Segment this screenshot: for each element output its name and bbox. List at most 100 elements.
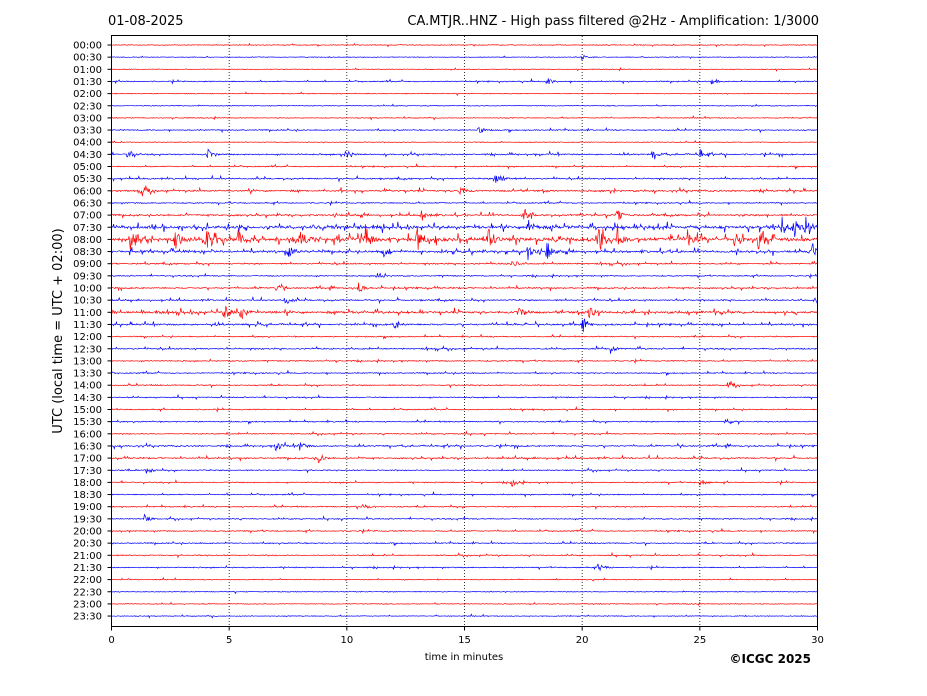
y-tick-label: 15:30 <box>73 417 102 428</box>
x-tick-label: 10 <box>340 635 353 646</box>
y-tick-label: 00:30 <box>73 53 102 64</box>
trace-2130 <box>111 563 818 572</box>
vertical-grid <box>228 36 701 626</box>
y-tick-label: 17:00 <box>73 454 102 465</box>
y-tick-label: 04:00 <box>73 138 102 149</box>
trace-0330 <box>111 126 818 134</box>
y-tick-label: 12:30 <box>73 344 102 355</box>
trace-1730 <box>111 466 818 474</box>
trace-1330 <box>111 369 818 377</box>
trace-0530 <box>111 174 818 183</box>
trace-2300 <box>111 601 818 607</box>
x-tick-label: 15 <box>458 635 471 646</box>
trace-0930 <box>111 272 818 280</box>
trace-0400 <box>111 139 818 144</box>
y-tick-label: 04:30 <box>73 150 102 161</box>
y-tick-label: 08:30 <box>73 247 102 258</box>
copyright-label: ©ICGC 2025 <box>729 652 811 666</box>
trace-2230 <box>111 590 818 595</box>
y-tick-label: 12:00 <box>73 332 102 343</box>
trace-1000 <box>111 282 818 292</box>
y-tick-label: 21:30 <box>73 563 102 574</box>
trace-0600 <box>111 185 818 197</box>
trace-0900 <box>111 260 818 267</box>
trace-1600 <box>111 430 818 437</box>
x-axis-label: time in minutes <box>425 652 504 663</box>
trace-1630 <box>111 441 818 452</box>
y-axis-label: UTC (local time = UTC + 02:00) <box>51 228 66 433</box>
y-tick-label: 07:00 <box>73 211 102 222</box>
y-tick-label: 16:00 <box>73 429 102 440</box>
trace-1500 <box>111 405 818 413</box>
y-tick-label: 19:00 <box>73 502 102 513</box>
trace-0500 <box>111 162 818 170</box>
y-tick-label: 03:00 <box>73 113 102 124</box>
x-ticks: 0 5 10 15 20 25 30 <box>108 626 824 646</box>
trace-2200 <box>111 576 818 582</box>
y-tick-label: 05:00 <box>73 162 102 173</box>
trace-0130 <box>111 77 818 85</box>
y-tick-label: 09:00 <box>73 259 102 270</box>
y-tick-label: 08:00 <box>73 235 102 246</box>
y-tick-label: 00:00 <box>73 41 102 52</box>
y-tick-label: 21:00 <box>73 551 102 562</box>
x-tick-label: 0 <box>108 635 114 646</box>
y-tick-label: 13:00 <box>73 356 102 367</box>
y-tick-label: 02:30 <box>73 101 102 112</box>
y-tick-label: 06:00 <box>73 186 102 197</box>
trace-0000 <box>111 42 818 48</box>
y-tick-label: 23:30 <box>73 612 102 623</box>
x-tick-label: 20 <box>576 635 589 646</box>
y-tick-label: 20:30 <box>73 539 102 550</box>
trace-0730 <box>111 216 818 237</box>
y-tick-label: 10:00 <box>73 284 102 295</box>
trace-0630 <box>111 199 818 207</box>
y-tick-label: 15:00 <box>73 405 102 416</box>
trace-0230 <box>111 103 818 108</box>
y-tick-label: 01:00 <box>73 65 102 76</box>
trace-1130 <box>111 318 818 333</box>
trace-0830 <box>111 242 818 261</box>
trace-1700 <box>111 453 818 464</box>
trace-2330 <box>111 613 818 619</box>
y-tick-label: 10:30 <box>73 296 102 307</box>
y-tick-label: 17:30 <box>73 466 102 477</box>
x-tick-label: 25 <box>693 635 706 646</box>
y-tick-label: 07:30 <box>73 223 102 234</box>
trace-1100 <box>111 305 818 320</box>
y-tick-label: 20:00 <box>73 527 102 538</box>
trace-0300 <box>111 115 818 121</box>
y-tick-label: 16:30 <box>73 441 102 452</box>
trace-0430 <box>111 148 818 160</box>
trace-1930 <box>111 513 818 522</box>
y-tick-label: 01:30 <box>73 77 102 88</box>
y-tick-label: 11:00 <box>73 308 102 319</box>
trace-1030 <box>111 296 818 305</box>
trace-2030 <box>111 540 818 547</box>
y-tick-label: 22:30 <box>73 587 102 598</box>
y-tick-label: 11:30 <box>73 320 102 331</box>
trace-1900 <box>111 503 818 510</box>
y-tick-label: 02:00 <box>73 89 102 100</box>
y-tick-label: 14:00 <box>73 381 102 392</box>
trace-1400 <box>111 381 818 389</box>
trace-0700 <box>111 208 818 221</box>
trace-1530 <box>111 418 818 426</box>
date-label: 01-08-2025 <box>108 14 184 29</box>
x-tick-label: 30 <box>811 635 824 646</box>
trace-1430 <box>111 393 818 401</box>
traces <box>111 42 818 619</box>
trace-0200 <box>111 91 818 97</box>
y-tick-label: 06:30 <box>73 198 102 209</box>
y-tick-label: 09:30 <box>73 271 102 282</box>
trace-1230 <box>111 345 818 354</box>
trace-1200 <box>111 333 818 340</box>
y-tick-label: 18:30 <box>73 490 102 501</box>
y-tick-label: 23:00 <box>73 599 102 610</box>
trace-2100 <box>111 551 818 559</box>
trace-1830 <box>111 491 818 498</box>
y-tick-label: 19:30 <box>73 514 102 525</box>
y-tick-label: 13:30 <box>73 369 102 380</box>
